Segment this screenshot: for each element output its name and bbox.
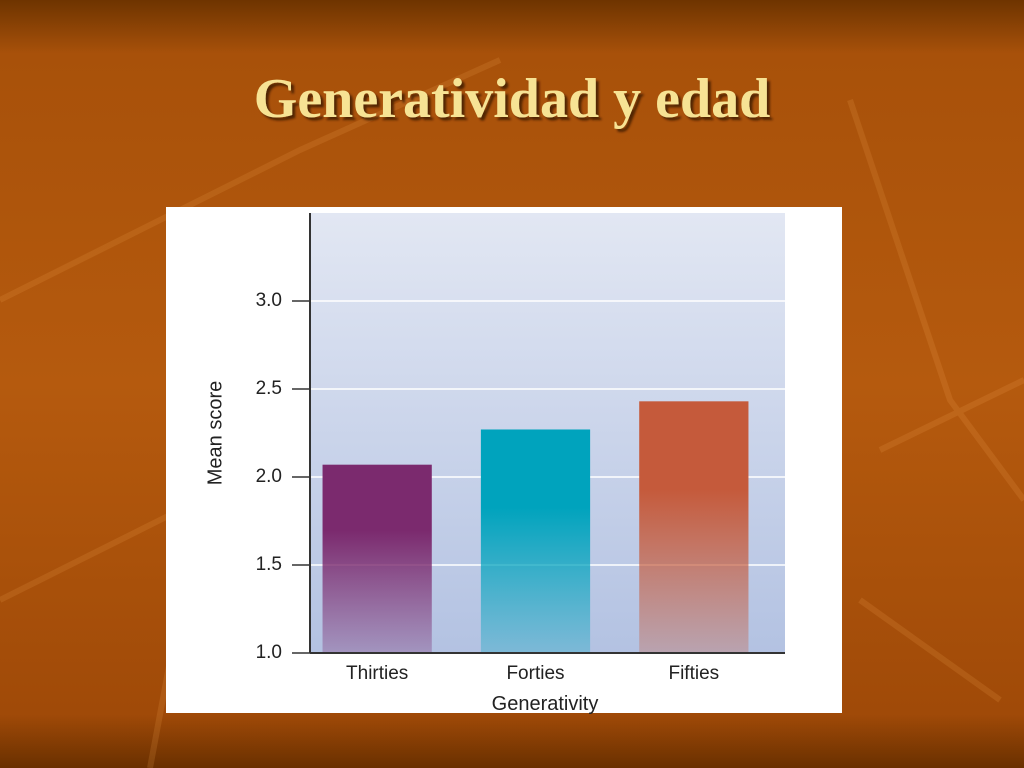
y-tick-label: 1.5 — [256, 554, 282, 575]
x-tick-label: Fifties — [668, 663, 719, 684]
x-axis-label: Generativity — [492, 693, 599, 715]
bar — [639, 401, 749, 653]
y-tick-label: 1.0 — [256, 642, 282, 663]
bar — [322, 464, 432, 653]
bar — [480, 429, 591, 653]
slide-title: Generatividad y edad — [254, 68, 770, 130]
y-tick-label: 3.0 — [256, 290, 282, 311]
y-tick-label: 2.5 — [256, 378, 282, 399]
x-tick-label: Thirties — [346, 663, 408, 684]
x-tick-label: Forties — [506, 663, 564, 684]
y-axis-label: Mean score — [204, 381, 226, 486]
chart: 1.0 1.5 2.0 2.5 3.0 Thirties Forties Fifties — [256, 290, 785, 684]
y-tick-label: 2.0 — [256, 466, 282, 487]
